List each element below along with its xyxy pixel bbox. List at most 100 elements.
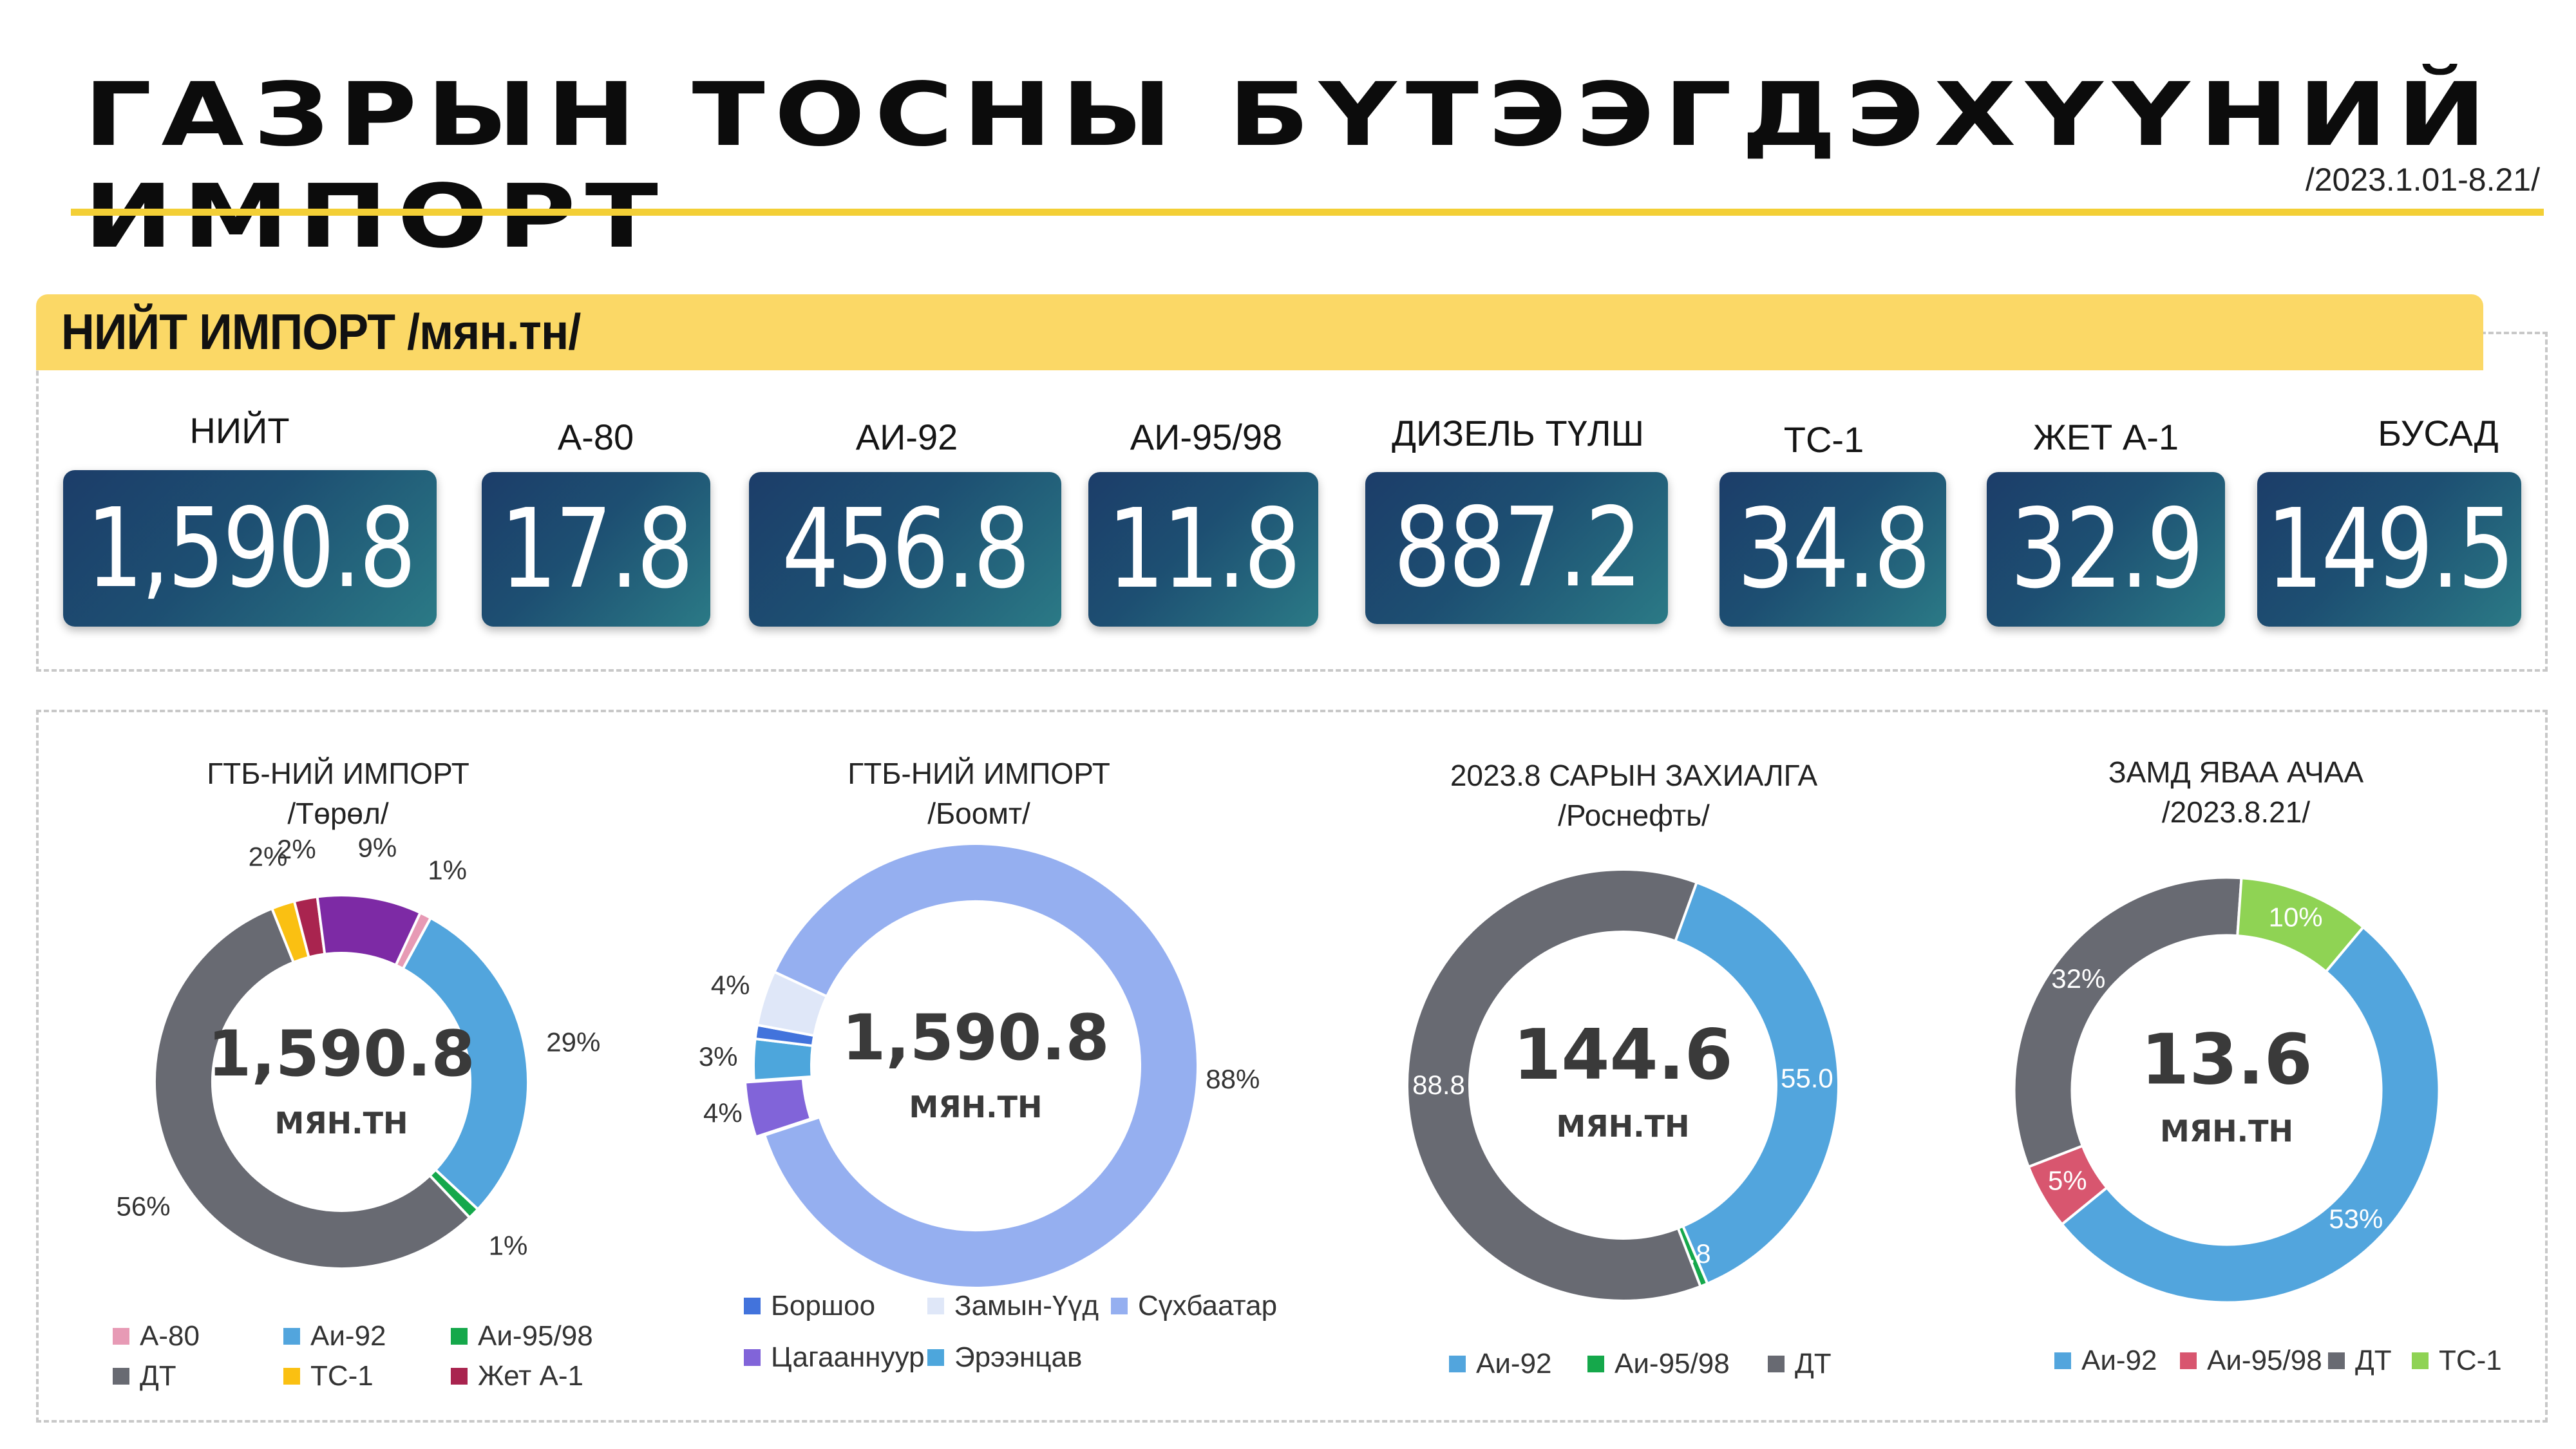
chart-3-title-block: 2023.8 САРЫН ЗАХИАЛГА /Роснефть/ [1450,755,1817,835]
kpi-value-ts1: 34.8 [1737,486,1931,613]
kpi-value-ai92: 456.8 [782,486,1030,613]
legend-label: ДТ [2355,1345,2392,1376]
chart-3-subtitle: /Роснефть/ [1558,799,1710,832]
section-banner [36,294,2483,370]
kpi-label-diesel: ДИЗЕЛЬ ТҮЛШ [1392,413,1644,453]
center-value: 13.6 [2141,1020,2312,1101]
kpi-label-other: БУСАД [2378,413,2499,453]
title-underline [71,209,2544,216]
kpi-tile-ai95: 11.8 [1088,472,1318,627]
page-title: ГАЗРЫН ТОСНЫ БҮТЭЭГДЭХҮҮНИЙ ИМПОРТ [84,64,2496,268]
legend-label: Аи-95/98 [478,1320,593,1352]
legend-swatch [927,1349,944,1366]
chart-2-subtitle: /Боомт/ [927,797,1030,830]
legend-label: Замын-Үүд [954,1290,1099,1321]
legend-item: ТС-1 [283,1360,374,1392]
center-unit: МЯН.ТН [1556,1109,1689,1144]
legend-label: ДТ [1795,1348,1832,1379]
donut-slice [2060,925,2441,1304]
data-label: 55.0 [1781,1063,1833,1093]
data-label: 2% [277,834,316,864]
donut-chart-transit: 53% 5% 32% 10% 13.6 МЯН.ТН [2012,876,2441,1304]
center-unit: МЯН.ТН [909,1090,1042,1124]
legend-item: Цагааннуур [744,1341,925,1374]
legend-item: ТС-1 [2412,1345,2502,1377]
data-label: 2% [249,841,288,871]
chart-1-title-block: ГТБ-НИЙ ИМПОРТ /Төрөл/ [207,753,469,833]
legend-label: А-80 [140,1320,200,1352]
legend-item: Аи-95/98 [1587,1348,1730,1380]
donut-slice [762,842,1199,1289]
legend-item: Аи-95/98 [451,1320,593,1352]
kpi-value-total: 1,590.8 [86,484,415,612]
legend-label: Сүхбаатар [1138,1290,1278,1321]
legend-label: Аи-92 [2081,1345,2157,1376]
legend-swatch [113,1368,129,1385]
legend-label: Боршоо [771,1290,876,1321]
center-value: 144.6 [1513,1015,1733,1095]
chart-4-subtitle: /2023.8.21/ [2161,795,2311,829]
legend-item: Аи-92 [1449,1348,1552,1380]
donut-slice [316,894,422,967]
data-label: 4% [703,1097,743,1128]
kpi-tile-other: 149.5 [2257,472,2521,627]
legend-item: Эрээнцав [927,1341,1082,1374]
center-value: 1,590.8 [207,1018,475,1091]
legend-label: ДТ [140,1360,176,1392]
date-range: /2023.1.01-8.21/ [2305,162,2540,198]
legend-item: ДТ [2328,1345,2392,1377]
center-unit: МЯН.ТН [274,1106,408,1141]
kpi-tile-ts1: 34.8 [1719,472,1946,627]
legend-swatch [2054,1352,2071,1369]
legend-label: ТС-1 [2439,1345,2502,1376]
legend-item: Аи-95/98 [2180,1345,2322,1377]
legend-item: Жет А-1 [451,1360,583,1392]
legend-swatch [1111,1298,1128,1314]
kpi-tile-diesel: 887.2 [1365,472,1668,624]
legend-label: Жет А-1 [478,1360,583,1392]
legend-label: Аи-95/98 [2207,1345,2322,1376]
kpi-label-ts1: ТС-1 [1783,419,1864,460]
legend-item: Аи-92 [283,1320,386,1352]
data-label: 10% [2269,902,2323,932]
chart-2-title-block: ГТБ-НИЙ ИМПОРТ /Боомт/ [848,753,1110,833]
kpi-label-a80: А-80 [557,417,634,457]
legend-swatch [2180,1352,2197,1369]
chart-4-title-block: ЗАМД ЯВАА АЧАА /2023.8.21/ [2108,752,2363,832]
legend-item: Боршоо [744,1290,875,1322]
kpi-value-ai95: 11.8 [1107,486,1302,613]
donut-slice [153,907,472,1270]
kpi-value-jeta1: 32.9 [2010,486,2204,613]
kpi-tile-total: 1,590.8 [63,470,437,627]
data-label: 88% [1206,1064,1260,1094]
kpi-label-jeta1: ЖЕТ А-1 [2033,417,2179,457]
donut-slice [1673,880,1840,1285]
legend-swatch [2328,1352,2345,1369]
legend-item: А-80 [113,1320,200,1352]
data-label: 3% [699,1041,738,1072]
legend-label: Эрээнцав [954,1341,1083,1373]
legend-label: Аи-92 [1476,1348,1552,1379]
legend-item: ДТ [1768,1348,1832,1380]
donut-slice [755,970,829,1037]
donut-chart-type: 1% 29% 1% 56% 2%2% 9% 1,590.8 МЯН.ТН [116,832,600,1270]
legend-label: ТС-1 [310,1360,374,1392]
chart-2-title: ГТБ-НИЙ ИМПОРТ [848,757,1110,790]
kpi-label-ai95: АИ-95/98 [1130,417,1283,457]
section-title: НИЙТ ИМПОРТ /мян.тн/ [61,303,581,360]
legend-label: Аи-92 [310,1320,386,1352]
chart-3-title: 2023.8 САРЫН ЗАХИАЛГА [1450,759,1818,792]
data-label: 56% [116,1191,170,1222]
kpi-value-a80: 17.8 [500,486,694,613]
data-label: 4% [711,970,750,1000]
legend-swatch [2412,1352,2429,1369]
data-label: 53% [2329,1204,2383,1234]
kpi-label-ai92: АИ-92 [855,417,958,457]
kpi-tile-ai92: 456.8 [749,472,1061,627]
legend-label: Аи-95/98 [1615,1348,1730,1379]
data-label: 29% [546,1027,600,1057]
donut-chart-port: 88% 4% 3% 4% 1,590.8 МЯН.ТН [699,842,1260,1289]
legend-swatch [451,1368,468,1385]
center-value: 1,590.8 [842,1001,1109,1075]
